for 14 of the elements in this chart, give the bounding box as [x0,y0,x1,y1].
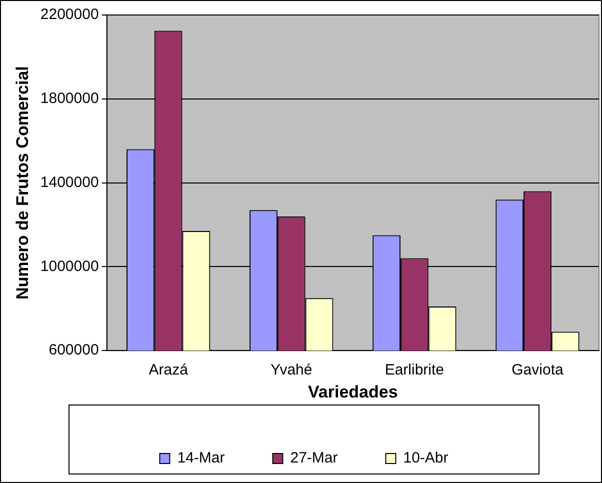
x-axis-title: Variedades [308,382,398,402]
legend-label: 14-Mar [177,450,225,467]
y-tick-label: 1000000 [40,258,99,275]
legend-label: 27-Mar [290,450,338,467]
x-tick-label: Yvahé [270,362,312,379]
y-tick-label: 1400000 [40,174,99,191]
y-tick-label: 2200000 [40,6,99,24]
x-tick-label: Gaviota [512,362,564,379]
x-tick-label: Arazá [148,362,189,379]
y-tick-label: 1800000 [40,90,99,108]
legend-label: 10-Abr [403,450,448,467]
y-tick-label: 600000 [48,342,99,359]
x-tick-label: Earlibrite [384,362,444,379]
y-axis-title: Numero de Frutos Comercial [12,66,32,300]
